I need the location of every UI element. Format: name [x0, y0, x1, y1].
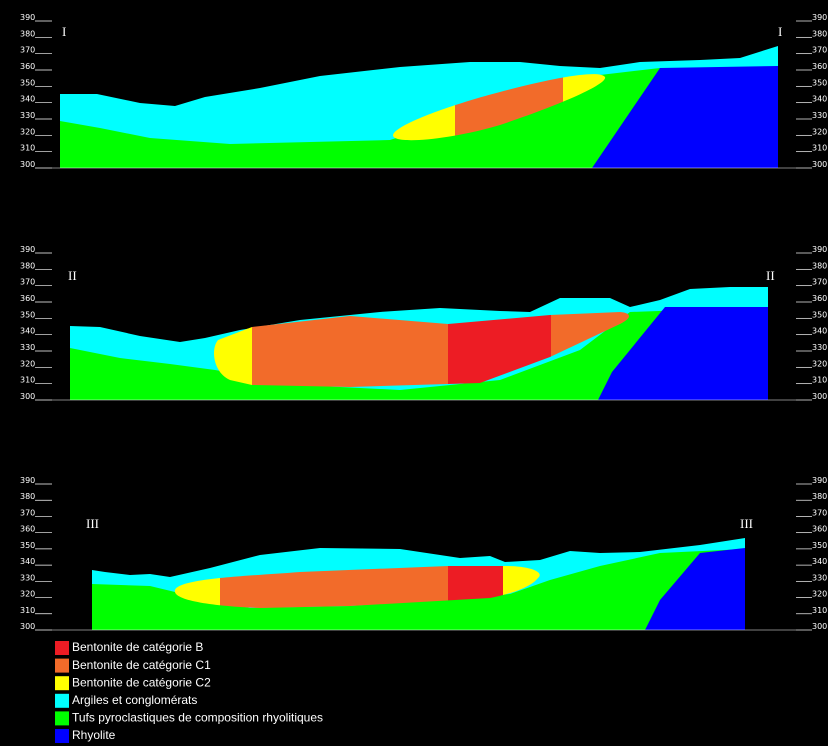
y-tick-label: 340	[812, 557, 827, 566]
legend-label: Tufs pyroclastiques de composition rhyol…	[72, 711, 323, 725]
section-label: III	[86, 516, 99, 531]
y-tick-label: 310	[20, 606, 35, 615]
y-tick-label: 360	[812, 62, 827, 71]
y-tick-label: 300	[20, 392, 35, 401]
y-tick-label: 340	[20, 327, 35, 336]
legend-label: Rhyolite	[72, 728, 116, 742]
y-tick-label: 310	[812, 144, 827, 153]
y-tick-label: 360	[20, 294, 35, 303]
y-tick-label: 380	[812, 261, 827, 270]
section-label: II	[68, 268, 77, 283]
y-tick-label: 310	[812, 606, 827, 615]
y-tick-label: 370	[812, 508, 827, 517]
y-tick-label: 370	[812, 278, 827, 287]
legend-swatch	[55, 641, 69, 655]
section-label: I	[778, 24, 782, 39]
y-tick-label: 350	[20, 78, 35, 87]
y-tick-label: 370	[20, 508, 35, 517]
y-tick-label: 330	[20, 343, 35, 352]
y-tick-label: 320	[812, 127, 827, 136]
y-tick-label: 380	[20, 29, 35, 38]
legend-swatch	[55, 729, 69, 743]
y-tick-label: 340	[812, 95, 827, 104]
y-tick-label: 390	[812, 245, 827, 254]
y-tick-label: 350	[812, 78, 827, 87]
y-tick-label: 330	[812, 573, 827, 582]
y-tick-label: 390	[20, 13, 35, 22]
y-tick-label: 320	[812, 359, 827, 368]
legend-swatch	[55, 676, 69, 690]
y-tick-label: 330	[812, 111, 827, 120]
legend-swatch	[55, 694, 69, 708]
y-tick-label: 360	[812, 294, 827, 303]
y-tick-label: 300	[812, 392, 827, 401]
legend-swatch	[55, 711, 69, 725]
y-tick-label: 340	[20, 557, 35, 566]
y-tick-label: 320	[20, 127, 35, 136]
y-tick-label: 350	[20, 541, 35, 550]
y-tick-label: 330	[20, 573, 35, 582]
y-tick-label: 380	[20, 492, 35, 501]
y-tick-label: 310	[20, 376, 35, 385]
y-tick-label: 330	[812, 343, 827, 352]
legend-label: Argiles et conglomérats	[72, 693, 197, 707]
section-label: I	[62, 24, 66, 39]
cross-sections: 300 300 310 310 320 320 330 330 340 340 350 350 360 3…	[0, 0, 828, 746]
section-label: II	[766, 268, 775, 283]
legend-swatch	[55, 659, 69, 673]
y-tick-label: 360	[20, 62, 35, 71]
y-tick-label: 340	[20, 95, 35, 104]
y-tick-label: 310	[20, 144, 35, 153]
legend-label: Bentonite de catégorie B	[72, 640, 203, 654]
y-tick-label: 350	[20, 310, 35, 319]
y-tick-label: 370	[812, 46, 827, 55]
y-tick-label: 300	[20, 622, 35, 631]
y-tick-label: 300	[812, 160, 827, 169]
legend-label: Bentonite de catégorie C1	[72, 658, 211, 672]
y-tick-label: 380	[812, 29, 827, 38]
y-tick-label: 350	[812, 541, 827, 550]
y-tick-label: 380	[812, 492, 827, 501]
y-tick-label: 320	[812, 590, 827, 599]
y-tick-label: 390	[20, 245, 35, 254]
y-tick-label: 310	[812, 376, 827, 385]
y-tick-label: 360	[812, 525, 827, 534]
y-tick-label: 360	[20, 525, 35, 534]
y-tick-label: 340	[812, 327, 827, 336]
y-tick-label: 300	[812, 622, 827, 631]
y-tick-label: 320	[20, 359, 35, 368]
legend-label: Bentonite de catégorie C2	[72, 675, 211, 689]
y-tick-label: 350	[812, 310, 827, 319]
y-tick-label: 330	[20, 111, 35, 120]
y-tick-label: 300	[20, 160, 35, 169]
y-tick-label: 390	[20, 476, 35, 485]
y-tick-label: 390	[812, 476, 827, 485]
section-label: III	[740, 516, 753, 531]
y-tick-label: 380	[20, 261, 35, 270]
y-tick-label: 390	[812, 13, 827, 22]
y-tick-label: 320	[20, 590, 35, 599]
y-tick-label: 370	[20, 46, 35, 55]
y-tick-label: 370	[20, 278, 35, 287]
